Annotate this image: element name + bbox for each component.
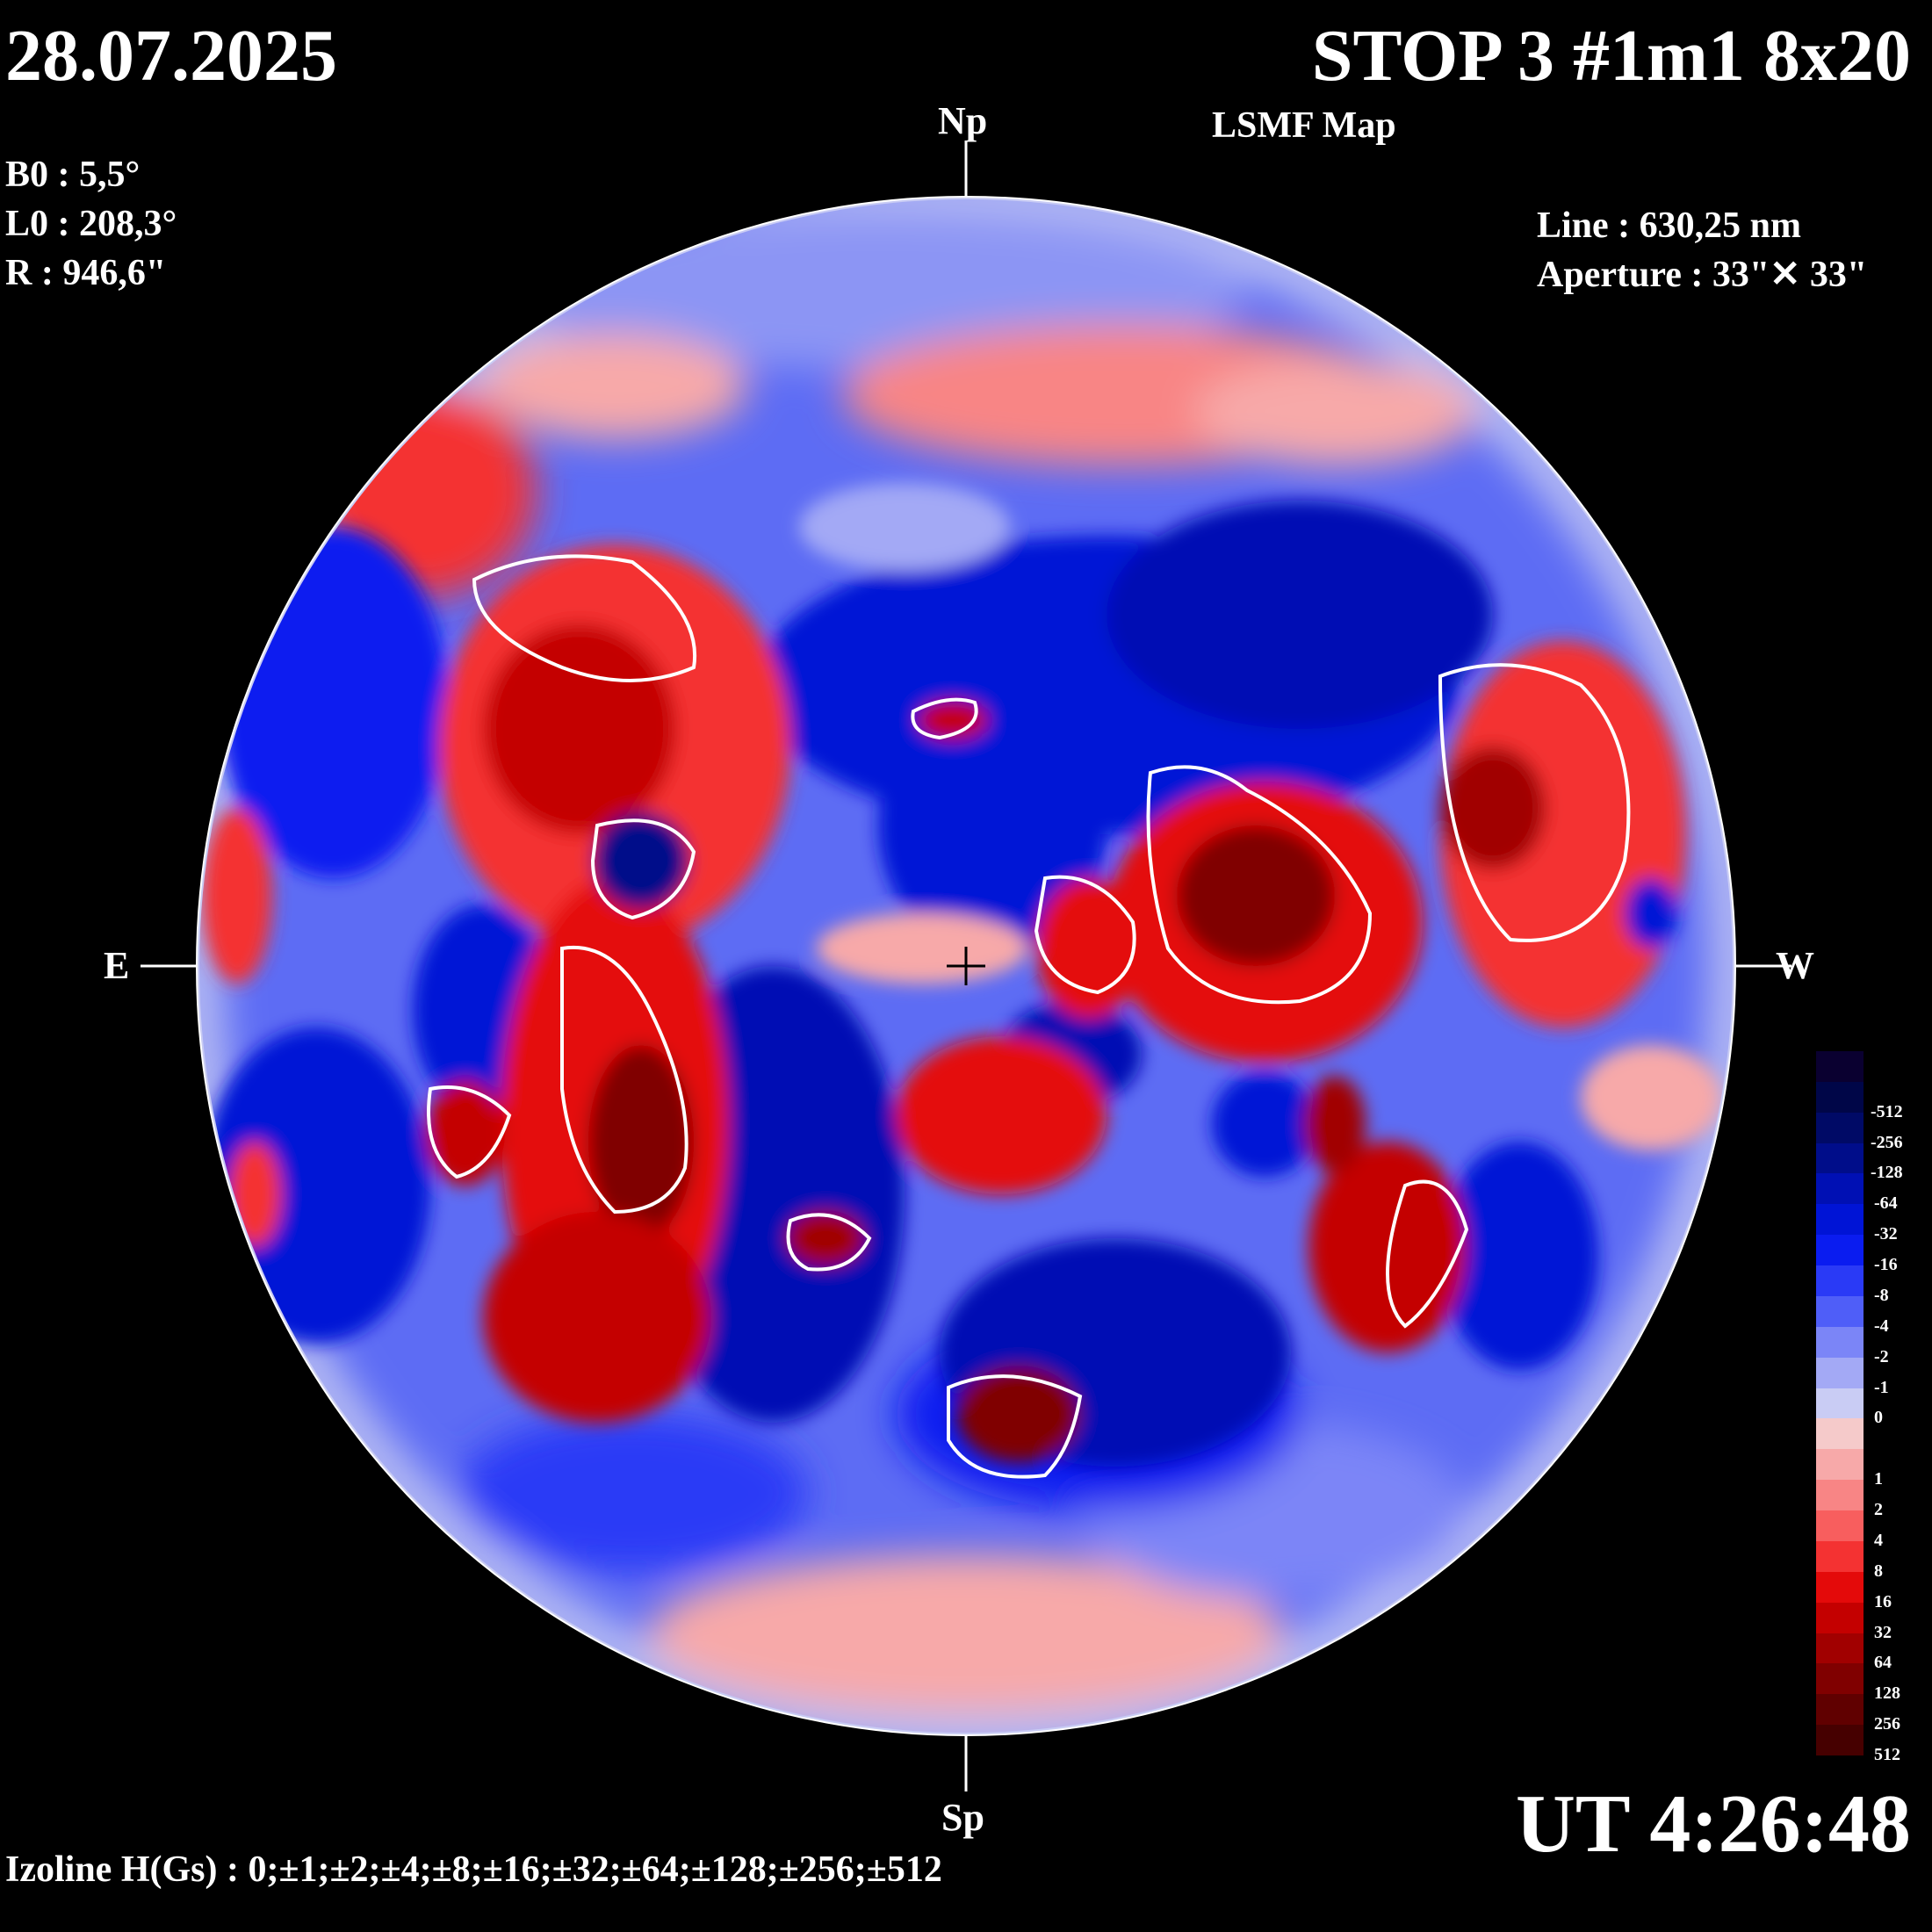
legend-swatch [1816, 1081, 1864, 1114]
legend-label: 2 [1874, 1500, 1883, 1520]
legend-swatch [1816, 1418, 1864, 1450]
legend-swatch [1816, 1480, 1864, 1511]
legend-label: -8 [1874, 1285, 1889, 1305]
legend-swatch [1816, 1510, 1864, 1542]
disk-center-crosshair [947, 947, 985, 985]
legend-label: 16 [1874, 1591, 1892, 1611]
legend-label: 4 [1874, 1530, 1883, 1550]
axis-ticks [141, 141, 1791, 1791]
legend-label: 64 [1874, 1653, 1892, 1673]
legend-label: 32 [1874, 1622, 1892, 1642]
izoline-levels: Izoline H(Gs) : 0;±1;±2;±4;±8;±16;±32;±6… [5, 1849, 942, 1890]
legend-label: -1 [1874, 1377, 1889, 1397]
spectral-line: Line : 630,25 nm [1537, 205, 1802, 246]
legend-label: 8 [1874, 1561, 1883, 1581]
north-pole-label: Np [938, 99, 988, 142]
legend-label: -256 [1871, 1132, 1903, 1152]
solar-disk [197, 197, 1735, 1735]
aperture: Aperture : 33"✕ 33" [1537, 255, 1868, 295]
legend-swatch [1816, 1143, 1864, 1174]
legend-swatch [1816, 1051, 1864, 1083]
color-legend: -512 -256 -128 -64 -32 -16 -8 -4 -2 -1 0 1 2 4 8 16 32 64… [1816, 1051, 1921, 1764]
east-label: E [104, 944, 130, 987]
l0-value: L0 : 208,3° [5, 204, 177, 244]
observation-date: 28.07.2025 [5, 15, 337, 97]
legend-swatch [1816, 1326, 1864, 1359]
legend-label: 256 [1874, 1714, 1900, 1734]
radius-value: R : 946,6" [5, 253, 167, 293]
legend-label: 512 [1874, 1745, 1900, 1764]
legend-swatch [1816, 1540, 1864, 1573]
map-subtitle: LSMF Map [1212, 105, 1396, 146]
legend-swatch [1816, 1449, 1864, 1481]
legend-label: -2 [1874, 1346, 1889, 1366]
legend-swatch [1816, 1265, 1864, 1297]
b0-value: B0 : 5,5° [5, 155, 141, 195]
legend-label: -128 [1871, 1163, 1903, 1183]
legend-label: -512 [1871, 1101, 1903, 1121]
south-pole-label: Sp [941, 1796, 984, 1839]
legend-label: 1 [1874, 1469, 1883, 1489]
legend-swatch [1816, 1571, 1864, 1604]
legend-swatch [1816, 1295, 1864, 1328]
legend-swatch [1816, 1388, 1864, 1419]
legend-swatch [1816, 1173, 1864, 1205]
legend-label: -16 [1874, 1255, 1898, 1275]
izoline-zero [427, 554, 1631, 1479]
legend-label: 0 [1874, 1408, 1883, 1428]
legend-swatch [1816, 1204, 1864, 1236]
legend-label: 128 [1874, 1683, 1900, 1704]
legend-label: -4 [1874, 1316, 1889, 1336]
legend-label: -64 [1874, 1193, 1898, 1214]
legend-swatch [1816, 1725, 1864, 1756]
legend-swatch [1816, 1663, 1864, 1695]
map-title: STOP 3 #1m1 8x20 [1311, 15, 1911, 97]
ut-time: UT 4:26:48 [1516, 1778, 1911, 1870]
west-label: W [1776, 944, 1814, 987]
legend-swatch [1816, 1694, 1864, 1726]
legend-swatch [1816, 1602, 1864, 1633]
legend-swatch [1816, 1357, 1864, 1389]
legend-swatch [1816, 1633, 1864, 1664]
legend-swatch [1816, 1112, 1864, 1144]
legend-label: -32 [1874, 1224, 1898, 1244]
legend-swatch [1816, 1235, 1864, 1266]
